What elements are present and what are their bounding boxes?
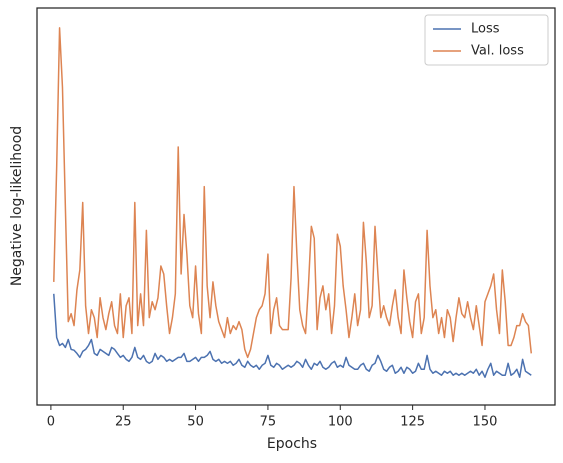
line-series xyxy=(53,293,532,378)
x-tick-label: 25 xyxy=(115,415,132,430)
x-tick-label: 150 xyxy=(473,415,498,430)
x-tick-label: 0 xyxy=(47,415,55,430)
y-axis-label: Negative log-likelihood xyxy=(9,126,25,286)
legend-box xyxy=(424,14,549,66)
x-tick-label: 125 xyxy=(400,415,425,430)
line-series xyxy=(53,27,533,359)
x-tick-label: 75 xyxy=(260,415,277,430)
x-axis-label: Epochs xyxy=(267,436,317,452)
legend-label: Val. loss xyxy=(471,44,524,59)
plot-frame xyxy=(36,7,556,406)
x-tick-label: 50 xyxy=(187,415,204,430)
legend-label: Loss xyxy=(471,22,500,37)
x-tick-label: 100 xyxy=(328,415,353,430)
